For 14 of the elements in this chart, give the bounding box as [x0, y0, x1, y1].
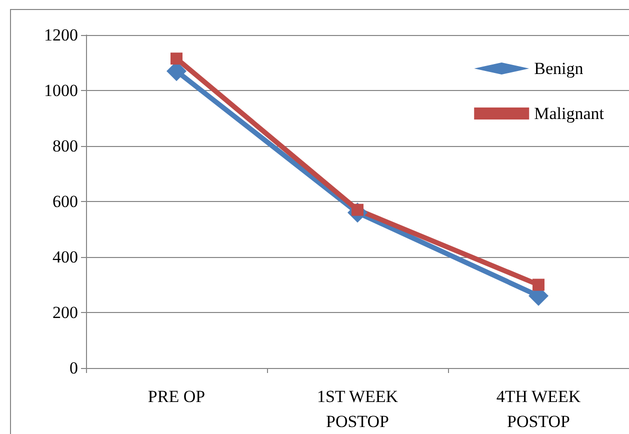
y-tick-label: 600: [52, 192, 78, 211]
y-tick-label: 400: [52, 248, 78, 266]
y-tick-label: 0: [70, 358, 78, 378]
point: [170, 52, 182, 65]
point: [532, 278, 544, 291]
x-tick-label: PRE OP: [148, 387, 206, 406]
y-tick-label: 1000: [44, 81, 78, 100]
x-tick-label: 1ST WEEK POSTOP: [316, 387, 399, 431]
y-tick-label: 1200: [44, 26, 78, 44]
legend-label: Malignant: [534, 104, 604, 123]
y-tick-label: 200: [52, 303, 78, 322]
legend-label: Benign: [534, 59, 584, 78]
y-tick-label: 800: [52, 136, 78, 156]
x-tick-label: 4TH WEEK POSTOP: [496, 387, 582, 431]
